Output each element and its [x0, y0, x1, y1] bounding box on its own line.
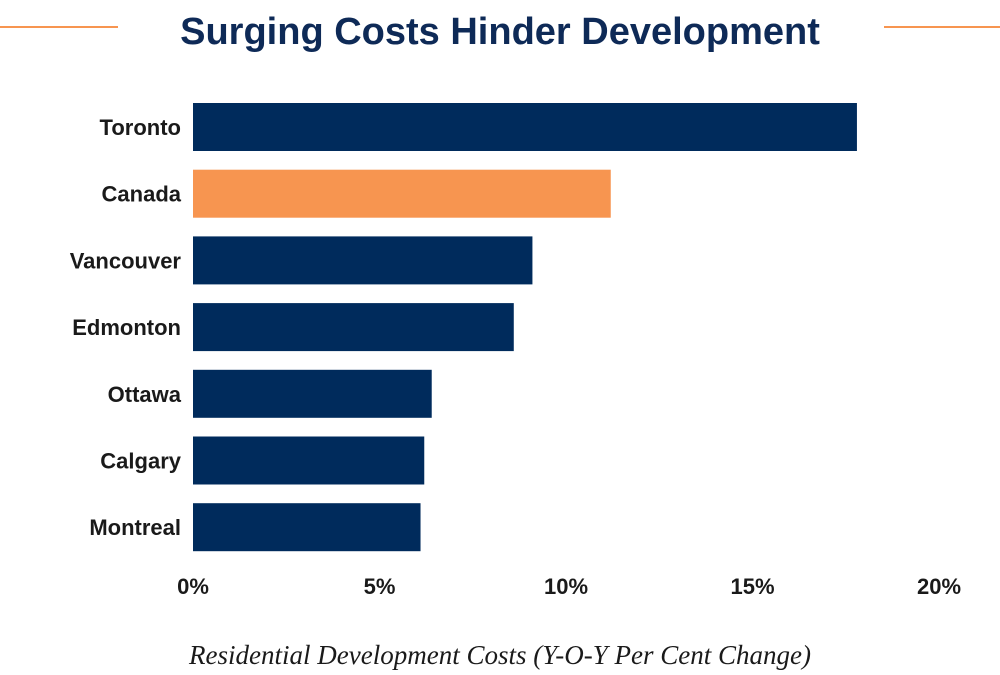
category-label-canada: Canada — [102, 182, 182, 207]
x-axis-ticks: 0% 5% 10% 15% 20% — [177, 574, 961, 599]
bar-calgary — [193, 436, 425, 485]
bar-vancouver — [193, 236, 533, 285]
x-axis-label: Residential Development Costs (Y-O-Y Per… — [188, 640, 811, 670]
bar-edmonton — [193, 303, 514, 352]
x-tick-label: 15% — [730, 574, 774, 599]
category-label-toronto: Toronto — [100, 115, 181, 140]
x-tick-label: 5% — [364, 574, 396, 599]
bar-montreal — [193, 503, 421, 552]
x-tick-label: 0% — [177, 574, 209, 599]
category-label-vancouver: Vancouver — [70, 248, 182, 273]
category-label-calgary: Calgary — [100, 449, 181, 474]
bar-canada — [193, 169, 611, 218]
category-label-edmonton: Edmonton — [72, 315, 181, 340]
category-labels: Toronto Canada Vancouver Edmonton Ottawa Calg… — [70, 115, 182, 540]
x-tick-label: 20% — [917, 574, 961, 599]
category-label-ottawa: Ottawa — [108, 382, 182, 407]
category-label-montreal: Montreal — [89, 515, 181, 540]
chart-title: Surging Costs Hinder Development — [180, 11, 820, 53]
bars-group — [193, 103, 857, 552]
x-tick-label: 10% — [544, 574, 588, 599]
bar-ottawa — [193, 369, 432, 418]
bar-toronto — [193, 103, 857, 151]
